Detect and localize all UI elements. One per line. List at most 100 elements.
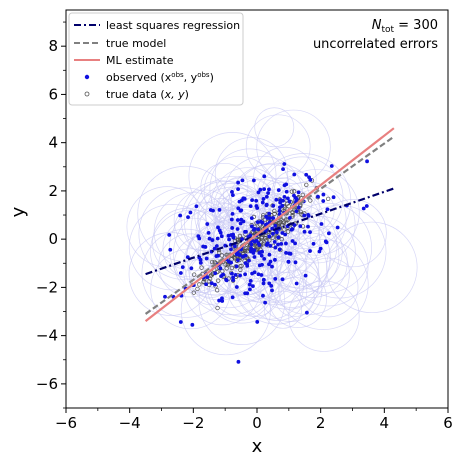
observed-point <box>234 264 239 269</box>
true-data-point <box>238 264 243 269</box>
true-data-point <box>215 305 220 311</box>
observed-point <box>279 241 284 246</box>
observed-point <box>304 172 309 177</box>
observed-point <box>178 320 183 324</box>
observed-point <box>316 194 320 199</box>
observed-point <box>296 205 301 210</box>
observed-point <box>194 204 199 209</box>
true-data-point <box>192 272 197 277</box>
observed-point <box>262 256 267 261</box>
error-circle <box>199 203 247 251</box>
observed-point <box>251 178 256 183</box>
true-data-point <box>304 182 309 188</box>
observed-point <box>236 187 240 192</box>
series-line-least-squares-regression <box>145 187 395 276</box>
error-circle <box>230 162 320 252</box>
observed-point <box>209 281 214 286</box>
observed-point <box>306 212 311 217</box>
observed-point <box>284 250 288 255</box>
observed-point <box>267 211 272 216</box>
observed-point <box>335 225 340 230</box>
observed-point <box>238 208 243 213</box>
observed-point <box>231 235 236 240</box>
observed-point <box>267 216 272 221</box>
legend: least squares regression true model ML e… <box>68 12 244 106</box>
observed-point <box>247 258 251 263</box>
observed-point <box>224 278 229 283</box>
observed-point <box>248 204 253 209</box>
observed-point <box>205 275 210 280</box>
observed-point <box>226 233 231 238</box>
observed-point <box>318 246 323 251</box>
observed-point <box>230 211 235 216</box>
error-circle <box>256 109 331 185</box>
observed-point <box>213 271 218 276</box>
observed-point <box>285 196 290 201</box>
observed-point <box>317 249 322 254</box>
observed-point <box>329 164 334 168</box>
observed-point <box>188 210 193 215</box>
observed-point <box>178 213 183 218</box>
observed-point <box>235 258 240 263</box>
observed-point <box>214 254 219 258</box>
observed-point <box>302 213 307 218</box>
observed-point <box>238 221 243 226</box>
observed-point <box>212 246 217 251</box>
observed-point <box>236 359 241 364</box>
observed-point <box>271 231 275 236</box>
observed-point <box>262 187 267 192</box>
observed-point <box>273 276 278 281</box>
observed-point <box>287 251 292 256</box>
observed-point <box>252 239 257 244</box>
observed-point <box>232 244 237 249</box>
observed-point <box>226 259 231 264</box>
observed-point <box>207 236 212 241</box>
observed-point <box>255 320 260 324</box>
true-data-point <box>197 282 202 287</box>
x-tick-label: 6 <box>443 414 453 432</box>
error-circle <box>209 148 290 229</box>
observed-point <box>262 174 267 179</box>
legend-label-ml: ML estimate <box>106 54 174 67</box>
observed-point <box>261 281 266 286</box>
observed-point <box>230 295 235 300</box>
x-tick-label: 0 <box>252 414 262 432</box>
observed-point <box>308 230 312 235</box>
observed-point <box>308 249 312 253</box>
observed-point <box>319 222 324 226</box>
observed-point <box>293 260 298 265</box>
y-tick-label: 8 <box>48 37 58 55</box>
true-data-point <box>229 265 235 271</box>
legend-swatch-observed <box>84 74 90 80</box>
y-tick-label: 6 <box>48 85 58 103</box>
observed-point <box>180 265 185 270</box>
true-data-point <box>298 209 303 214</box>
true-data-point <box>272 211 277 216</box>
observed-point <box>190 322 195 327</box>
observed-point <box>302 229 307 234</box>
x-axis-label: x <box>252 436 263 457</box>
true-data-point <box>326 196 331 202</box>
observed-point <box>284 241 288 246</box>
legend-swatch-true-data <box>84 91 90 97</box>
observed-point <box>203 245 208 249</box>
true-data-point <box>249 230 255 235</box>
observed-point <box>167 233 172 237</box>
observed-point <box>217 298 221 303</box>
error-circle <box>214 137 289 211</box>
observed-point <box>263 300 268 305</box>
observed-point <box>251 227 256 232</box>
observed-point <box>290 227 295 231</box>
observed-point <box>218 230 223 235</box>
y-tick-label: −6 <box>36 375 58 393</box>
observed-point <box>235 218 240 222</box>
error-circle <box>281 202 373 294</box>
observed-point <box>283 232 288 237</box>
true-data-point <box>243 247 248 252</box>
observed-point <box>296 190 301 195</box>
observed-point <box>217 208 222 212</box>
true-data-point <box>289 189 294 194</box>
observed-point <box>248 233 253 238</box>
observed-point <box>256 227 261 232</box>
observed-point <box>237 199 242 204</box>
